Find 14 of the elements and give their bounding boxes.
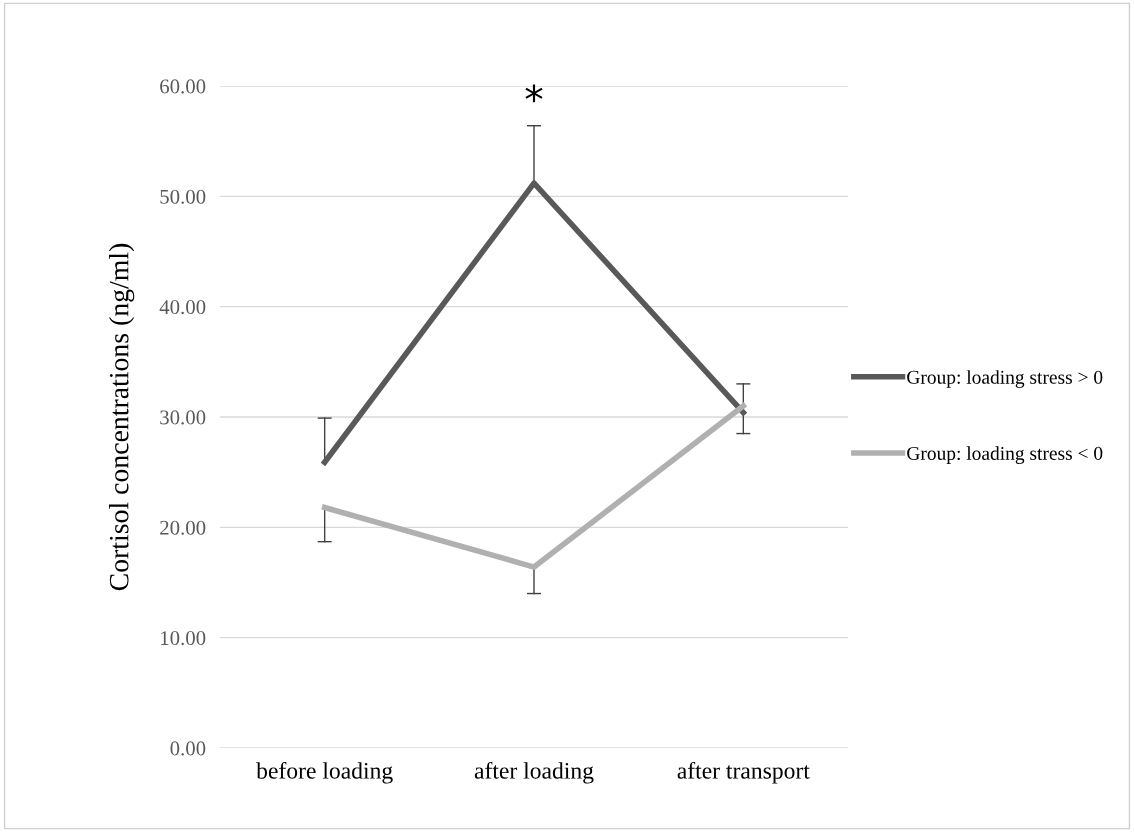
y-tick-label: 0.00: [170, 741, 206, 756]
y-tick-label: 40.00: [159, 300, 206, 315]
y-axis-title: Cortisol concentrations (ng/ml): [108, 243, 135, 591]
x-tick-label: before loading: [256, 761, 393, 784]
y-tick-label: 30.00: [160, 410, 206, 425]
legend-label: Group: loading stress < 0: [907, 446, 1103, 464]
y-tick-label: 10.00: [161, 631, 206, 646]
y-tick-label: 20.00: [160, 520, 206, 535]
x-tick-label: after loading: [474, 761, 594, 784]
annotation: *: [525, 84, 543, 103]
legend-label: Group: loading stress > 0: [907, 370, 1103, 388]
y-tick-label: 60.00: [160, 79, 206, 94]
y-tick-label: 50.00: [160, 189, 206, 204]
x-tick-label: after transport: [677, 761, 810, 784]
